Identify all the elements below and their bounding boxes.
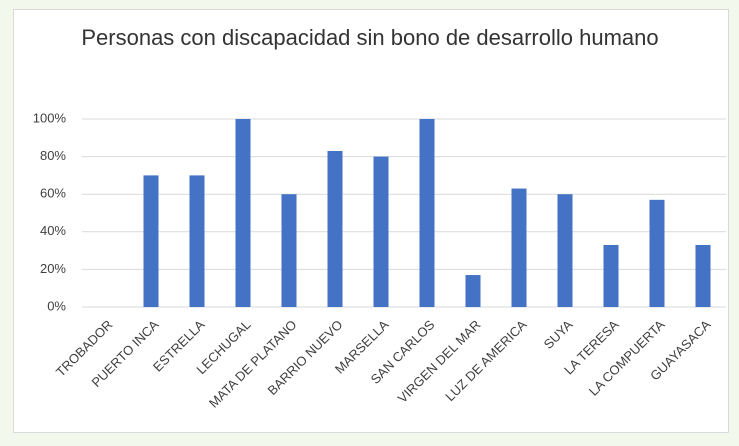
bar: [695, 244, 711, 307]
y-tick-label: 40%: [40, 223, 66, 238]
x-tick-label: LUZ DE AMERICA: [442, 317, 529, 404]
x-tick-label: VIRGEN DEL MAR: [395, 317, 484, 406]
bar: [281, 194, 297, 307]
y-tick-label: 0%: [47, 298, 66, 313]
bar: [143, 175, 159, 307]
chart-area: [13, 9, 729, 433]
bar: [557, 194, 573, 307]
bar: [419, 119, 435, 307]
bar: [511, 188, 527, 307]
bar: [327, 150, 343, 307]
bar: [235, 119, 251, 307]
bar: [603, 244, 619, 307]
bar: [649, 199, 665, 307]
y-tick-label: 20%: [40, 261, 66, 276]
bar: [373, 156, 389, 307]
bar: [189, 175, 205, 307]
x-tick-label: SUYA: [541, 317, 576, 352]
y-tick-label: 100%: [33, 110, 67, 125]
y-tick-label: 80%: [40, 148, 66, 163]
x-tick-label: MATA DE PLATANO: [206, 317, 300, 411]
bar: [465, 275, 481, 307]
chart-title: Personas con discapacidad sin bono de de…: [81, 25, 659, 50]
y-tick-label: 60%: [40, 186, 66, 201]
